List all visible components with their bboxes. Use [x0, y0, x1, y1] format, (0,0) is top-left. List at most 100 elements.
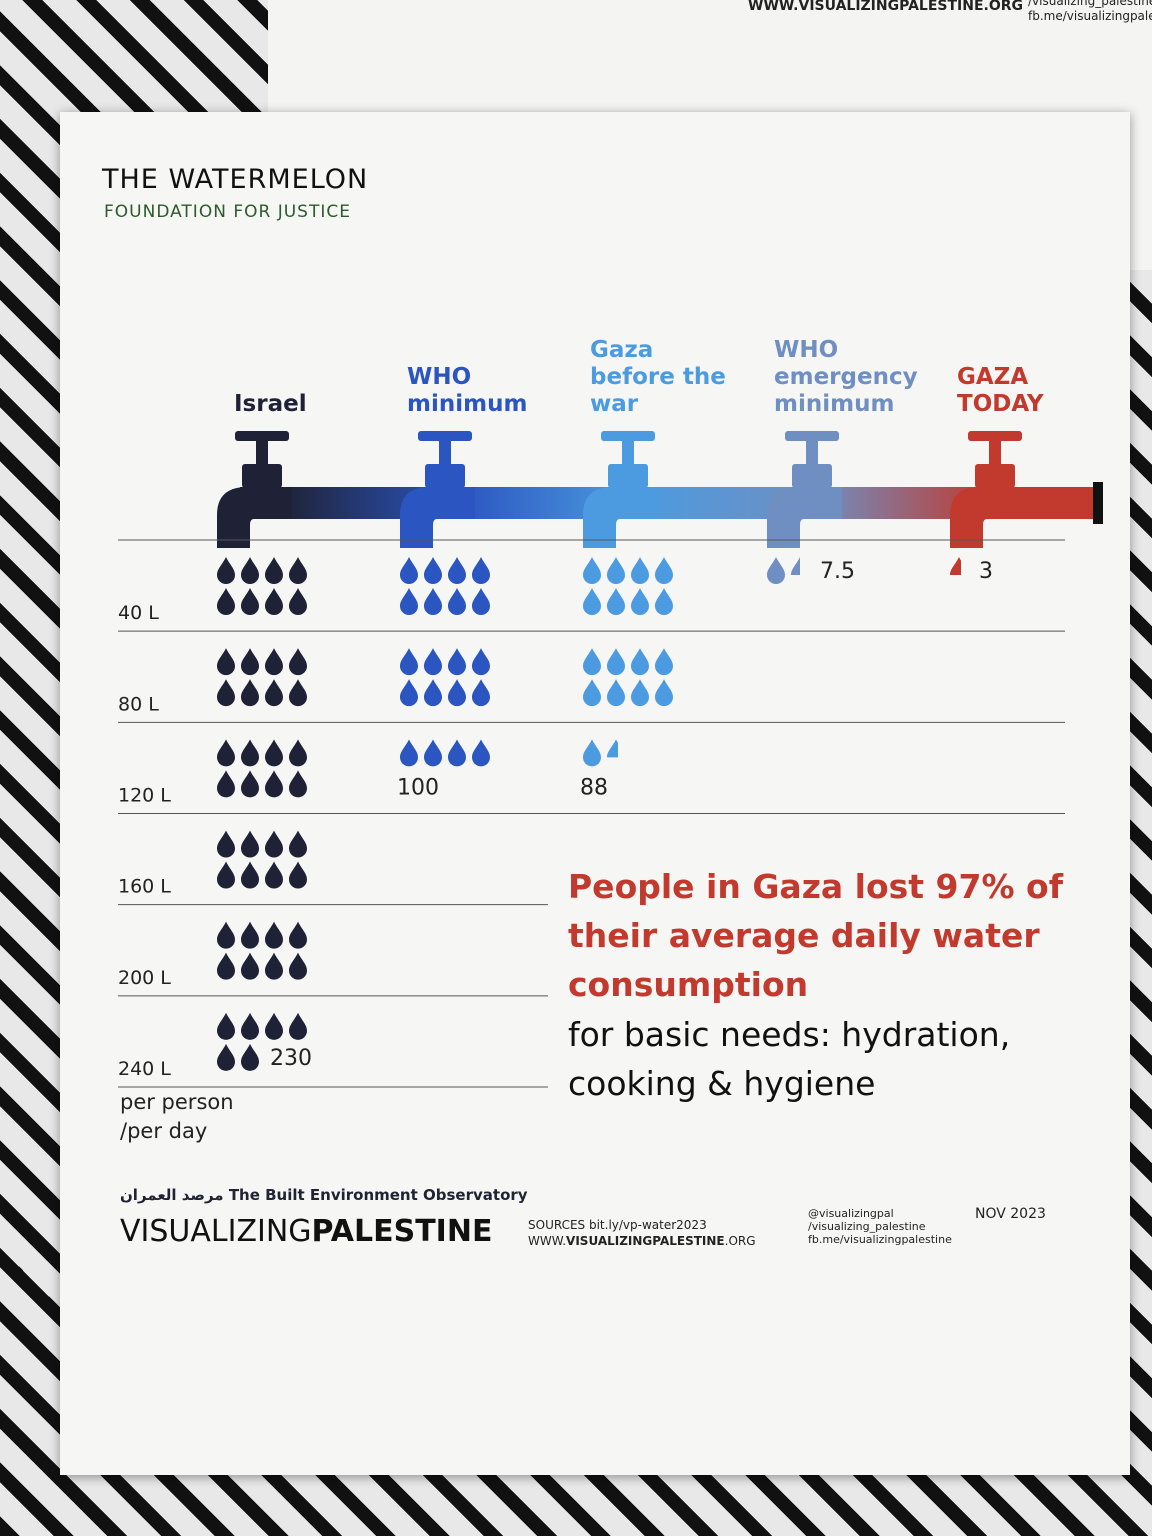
drop — [241, 921, 259, 949]
drop — [583, 557, 601, 584]
drop — [655, 588, 673, 615]
drop — [400, 557, 418, 584]
drop — [217, 952, 235, 980]
drop — [448, 648, 466, 676]
site-pre: WWW. — [528, 1234, 567, 1248]
drop — [289, 1012, 307, 1040]
drop — [607, 739, 618, 758]
drop — [424, 679, 442, 707]
tap-handle — [601, 431, 655, 441]
drop — [607, 588, 625, 615]
drop — [241, 830, 259, 858]
drop — [217, 1012, 235, 1040]
drop — [217, 770, 235, 798]
drop — [424, 557, 442, 584]
drop — [289, 952, 307, 980]
tap-spout — [583, 487, 658, 548]
sources: SOURCES bit.ly/vp-water2023 — [528, 1218, 707, 1232]
drop — [424, 648, 442, 676]
drop — [265, 679, 283, 707]
brand-bold: PALESTINE — [311, 1214, 493, 1249]
drop — [241, 648, 259, 676]
date: NOV 2023 — [975, 1206, 1046, 1222]
drop — [400, 648, 418, 676]
category-label: GAZA TODAY — [957, 364, 1044, 417]
drop — [241, 739, 259, 767]
drop — [289, 861, 307, 889]
drop — [631, 648, 649, 676]
y-tick-label: 80 L — [118, 693, 159, 715]
value-label: 88 — [580, 775, 608, 800]
social: @visualizingpal /visualizing_palestine f… — [808, 1207, 952, 1246]
drop — [265, 739, 283, 767]
drop — [583, 679, 601, 707]
org-subtitle: FOUNDATION FOR JUSTICE — [104, 202, 351, 222]
twitter: @visualizingpal — [808, 1207, 894, 1220]
drop — [265, 648, 283, 676]
drop — [217, 588, 235, 615]
drop — [265, 588, 283, 615]
drop — [448, 679, 466, 707]
brand: VISUALIZINGPALESTINE — [120, 1214, 492, 1249]
drop — [448, 557, 466, 584]
tap-spout — [400, 487, 475, 548]
site-post: .ORG — [724, 1234, 756, 1248]
drop — [217, 679, 235, 707]
drop-group — [217, 557, 307, 1071]
drop — [400, 588, 418, 615]
back-site: WWW.VISUALIZINGPALESTINE.ORG — [748, 0, 1024, 14]
site: WWW.VISUALIZINGPALESTINE.ORG — [528, 1234, 756, 1248]
drop — [265, 1012, 283, 1040]
drop — [265, 770, 283, 798]
site-bold: VISUALIZINGPALESTINE — [566, 1234, 725, 1248]
drop — [241, 588, 259, 615]
drop — [241, 557, 259, 584]
drop — [607, 679, 625, 707]
drop — [217, 1043, 235, 1071]
drop — [767, 557, 785, 584]
drop — [217, 830, 235, 858]
drop — [472, 557, 490, 584]
y-tick-label: 40 L — [118, 602, 159, 624]
value-label: 3 — [979, 559, 993, 584]
drop — [217, 921, 235, 949]
drop — [655, 679, 673, 707]
drop — [472, 739, 490, 767]
tap-body — [425, 464, 465, 488]
category-label: Israel — [234, 391, 307, 417]
drop — [289, 830, 307, 858]
drop — [217, 557, 235, 584]
tap-stem — [989, 440, 1001, 466]
drop — [631, 557, 649, 584]
y-axis-label: per person /per day — [120, 1090, 234, 1143]
drop — [424, 739, 442, 767]
y-tick-label: 200 L — [118, 967, 171, 989]
back-social: fb.me/visualizingpalest — [1028, 9, 1152, 23]
drop — [950, 557, 961, 576]
tap-spout — [767, 487, 842, 548]
drop-group — [767, 557, 800, 584]
drop — [791, 557, 800, 576]
drop — [289, 770, 307, 798]
drop — [289, 557, 307, 584]
drop — [289, 921, 307, 949]
brand-light: VISUALIZING — [120, 1214, 312, 1249]
y-tick-label: 240 L — [118, 1058, 171, 1080]
category-label: Gaza before the war — [590, 337, 726, 417]
tap-body — [792, 464, 832, 488]
card — [60, 112, 1130, 1475]
drop — [241, 679, 259, 707]
drop — [448, 739, 466, 767]
drop — [265, 557, 283, 584]
drop-group — [950, 557, 961, 576]
drop — [289, 648, 307, 676]
tap-stem — [439, 440, 451, 466]
tap-handle — [418, 431, 472, 441]
headline-highlight: People in Gaza lost 97% of their average… — [568, 867, 1064, 1004]
tap-stem — [256, 440, 268, 466]
drop — [289, 679, 307, 707]
drop — [265, 952, 283, 980]
drop — [241, 952, 259, 980]
